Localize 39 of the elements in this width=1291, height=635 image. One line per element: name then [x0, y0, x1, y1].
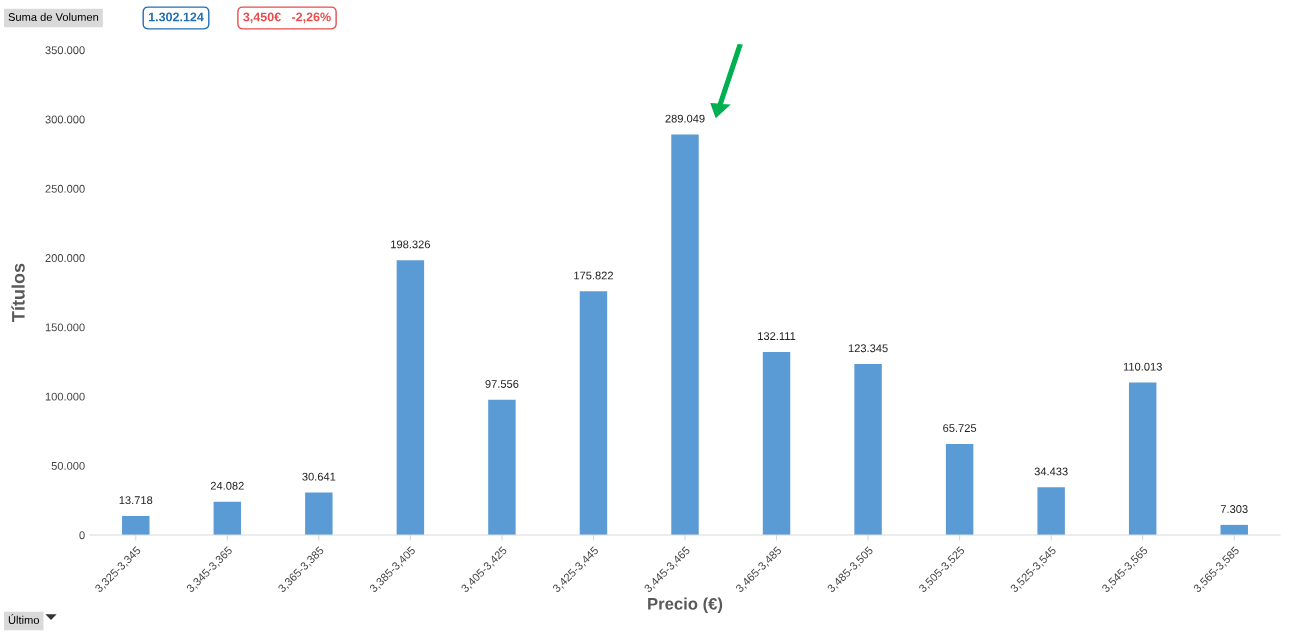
y-tick-label: 250.000	[45, 184, 85, 193]
data-label: 65.725	[943, 424, 977, 433]
data-label: 7.303	[1220, 505, 1248, 513]
text: 3,450€ -2,26%	[243, 12, 331, 24]
bar	[122, 515, 150, 535]
bar	[488, 399, 516, 535]
text: 1.302.124	[148, 12, 204, 22]
bar	[213, 501, 242, 535]
bar	[671, 134, 699, 535]
data-label: 132.111	[758, 332, 796, 341]
y-tick-label: 100.000	[45, 392, 85, 401]
bar	[945, 443, 974, 535]
data-label: 24.082	[210, 481, 244, 490]
data-label: 198.326	[391, 240, 430, 249]
data-label: 175.822	[574, 271, 613, 280]
bar	[762, 351, 791, 535]
y-tick-label: 300.000	[45, 115, 85, 124]
bar	[1037, 487, 1065, 535]
data-label: 97.556	[485, 380, 519, 388]
y-tick-label: 50.000	[51, 461, 85, 470]
text: Suma de Volumen	[8, 12, 99, 21]
data-label: 123.345	[848, 344, 888, 353]
data-label: 289.049	[665, 114, 705, 123]
data-label: 13.718	[119, 496, 153, 505]
data-label: 30.641	[302, 472, 336, 481]
bar	[854, 364, 882, 535]
y-tick-label: 0	[79, 531, 85, 540]
data-label: 110.013	[1123, 362, 1162, 371]
bar	[305, 492, 333, 535]
data-label: 34.433	[1034, 467, 1068, 476]
text: Último	[8, 614, 40, 624]
y-tick-label: 150.000	[45, 323, 85, 332]
bar	[1128, 382, 1157, 535]
y-tick-label: 350.000	[45, 46, 85, 55]
x-axis-title: Precio (€)	[648, 597, 723, 613]
y-tick-label: 200.000	[45, 254, 85, 262]
bar	[396, 260, 425, 535]
bar	[579, 291, 608, 535]
y-axis-title: Títulos	[11, 263, 25, 322]
